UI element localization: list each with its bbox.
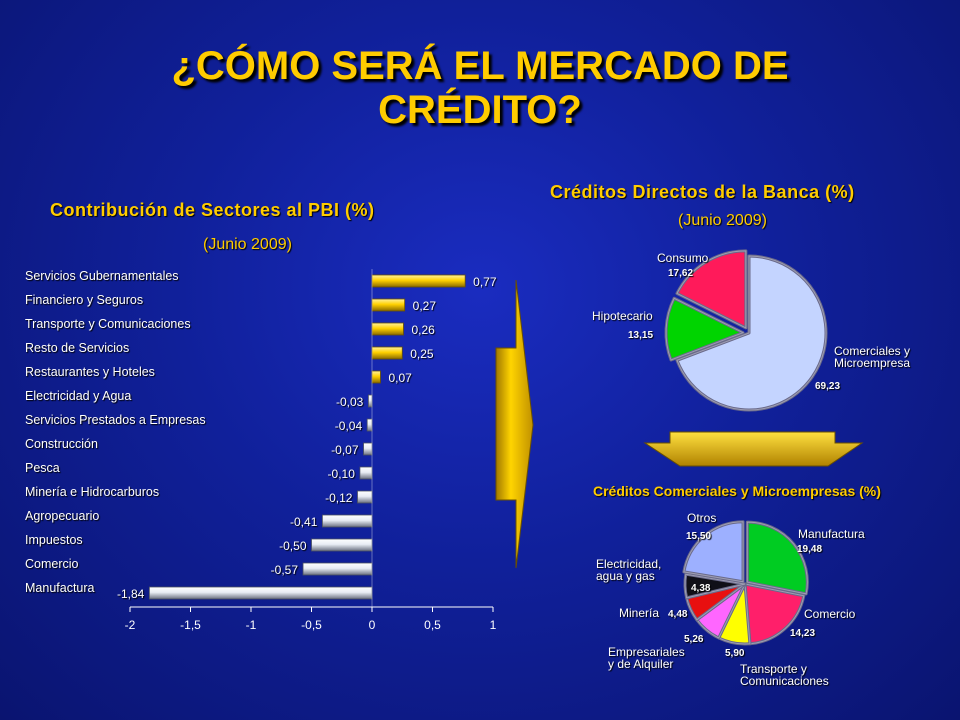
bar-category-label: Construcción: [25, 437, 98, 451]
pie-slice-highlight: [676, 255, 827, 411]
bar-value-label: -0,03: [336, 395, 364, 409]
pie-slice-highlight: [744, 583, 805, 645]
bar-value-label: -0,41: [290, 515, 318, 529]
pie-slice-highlight: [676, 250, 747, 329]
down-arrow-icon: [643, 431, 864, 467]
bar-category-label: Electricidad y Agua: [25, 389, 131, 403]
bar-value-label: 0,27: [413, 299, 437, 313]
pie-slice-highlight: [684, 573, 746, 599]
pie1-title: Créditos Directos de la Banca (%): [550, 182, 855, 202]
pie-slice-label: Manufactura: [798, 527, 865, 541]
pie-slice-value: 19,48: [797, 544, 822, 555]
bar-category-label: Agropecuario: [25, 509, 99, 523]
page-title: ¿CÓMO SERÁ EL MERCADO DE CRÉDITO?: [171, 44, 789, 132]
bar-category-label: Servicios Prestados a Empresas: [25, 413, 206, 427]
bar-category-label: Restaurantes y Hoteles: [25, 365, 155, 379]
bar-category-label: Servicios Gubernamentales: [25, 269, 179, 283]
pie-slice-label: Microempresa: [834, 356, 910, 370]
pie2-title: Créditos Comerciales y Microempresas (%): [593, 483, 881, 499]
x-tick-label: -1,5: [180, 618, 201, 632]
bar-category-label: Pesca: [25, 461, 60, 475]
pie-slice-value: 5,26: [684, 634, 704, 645]
x-tick-label: 1: [490, 618, 497, 632]
pie-slice-value: 69,23: [815, 381, 840, 392]
bar-value-label: -0,04: [335, 419, 363, 433]
pie-slice: [664, 296, 745, 362]
pie-slice-label: Comunicaciones: [740, 674, 829, 688]
bar-value-label: -0,50: [279, 539, 307, 553]
pie-slice-label: Comerciales y: [834, 344, 910, 358]
pie-slice: [675, 249, 748, 330]
bar-category-label: Financiero y Seguros: [25, 293, 143, 307]
pie-slice-label: Otros: [687, 511, 716, 525]
bar-value-label: -0,12: [325, 491, 353, 505]
pie-slice-value: 5,90: [725, 648, 745, 659]
pie-slice-value: 4,38: [691, 583, 711, 594]
pie-slice-label: Electricidad,: [596, 557, 661, 571]
bar-value-label: 0,77: [473, 275, 497, 289]
pie-slice: [675, 254, 828, 412]
bar-category-label: Manufactura: [25, 581, 95, 595]
x-tick-label: -1: [246, 618, 257, 632]
bar-value-label: 0,26: [411, 323, 435, 337]
pie-slice: [683, 572, 747, 600]
bar-value-label: 0,07: [388, 371, 412, 385]
pie-slice-label: agua y gas: [596, 569, 655, 583]
pie-slice-value: 17,62: [668, 268, 693, 279]
bar-value-label: -0,07: [331, 443, 359, 457]
x-tick-label: 0,5: [424, 618, 441, 632]
pie-slice-highlight: [746, 521, 808, 595]
right-arrow-icon: [495, 279, 534, 569]
pie-slice-value: 13,15: [628, 330, 653, 341]
bar-chart-subtitle: (Junio 2009): [203, 236, 292, 253]
pie-slice-value: 14,23: [790, 628, 815, 639]
pie-slice-label: Consumo: [657, 251, 709, 265]
pie-slice-value: 4,48: [668, 609, 688, 620]
bar-chart-title: Contribución de Sectores al PBI (%): [50, 200, 375, 220]
pie-slice: [743, 582, 806, 646]
bar-category-label: Minería e Hidrocarburos: [25, 485, 159, 499]
bar-category-label: Resto de Servicios: [25, 341, 129, 355]
bar-category-label: Transporte y Comunicaciones: [25, 317, 191, 331]
pie-slice-label: Transporte y: [740, 662, 807, 676]
pie-slice: [745, 520, 809, 596]
bar-value-label: 0,25: [410, 347, 434, 361]
x-tick-label: -0,5: [301, 618, 322, 632]
pie-slice-highlight: [683, 521, 744, 583]
bar-category-label: Comercio: [25, 557, 79, 571]
pie-slice-label: y de Alquiler: [608, 657, 673, 671]
pie-slice-highlight: [665, 297, 745, 361]
pie-slice-label: Hipotecario: [592, 309, 653, 323]
pie-slice-label: Comercio: [804, 607, 856, 621]
pie-slice-label: Minería: [619, 606, 659, 620]
pie-slice-label: Empresariales: [608, 645, 685, 659]
pie1-subtitle: (Junio 2009): [678, 212, 767, 229]
bar-category-label: Impuestos: [25, 533, 83, 547]
pie-slice: [682, 520, 745, 584]
bar-value-label: -0,10: [328, 467, 356, 481]
pie-slice-value: 15,50: [686, 531, 711, 542]
x-tick-label: 0: [369, 618, 376, 632]
bar-value-label: -1,84: [117, 587, 145, 601]
x-tick-label: -2: [125, 618, 136, 632]
bar-value-label: -0,57: [271, 563, 299, 577]
